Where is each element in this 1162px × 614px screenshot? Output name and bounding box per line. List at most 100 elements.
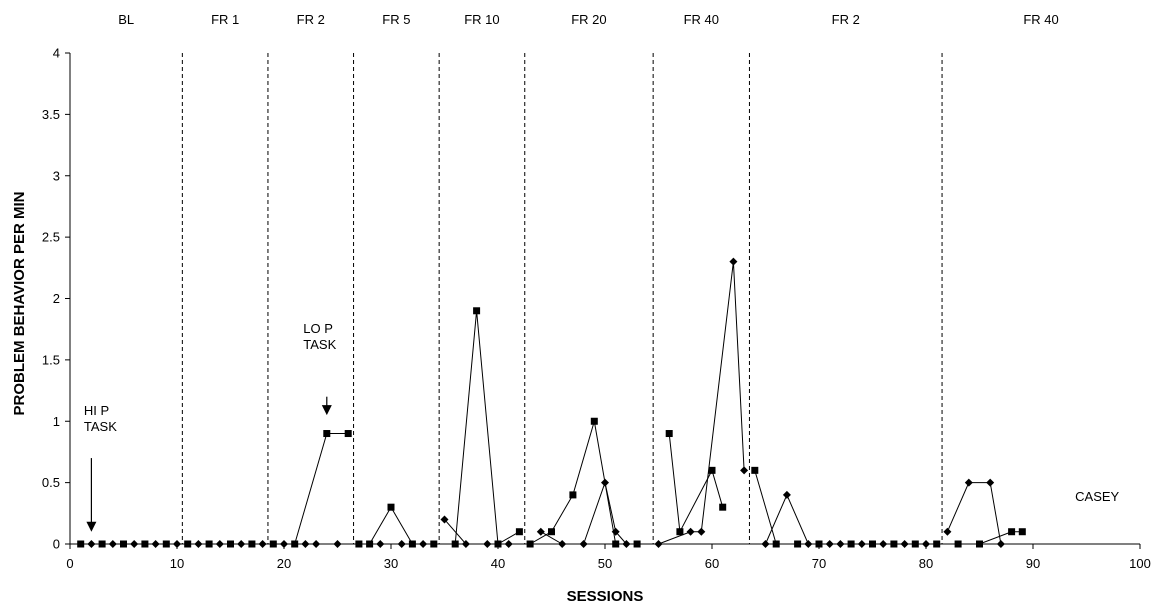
- x-tick-label: 80: [919, 556, 933, 571]
- square-data-point: [911, 540, 919, 548]
- diamond-data-point: [782, 490, 791, 499]
- x-tick-label: 30: [384, 556, 398, 571]
- phase-label: FR 40: [684, 12, 719, 27]
- phase-change-lines: [181, 53, 943, 544]
- diamond-data-point: [301, 540, 310, 548]
- square-data-point: [366, 540, 374, 548]
- phase-label: FR 1: [211, 12, 239, 27]
- diamond-data-point: [804, 540, 813, 548]
- y-tick-label: 1: [53, 414, 60, 429]
- diamond-series-line: [444, 519, 509, 545]
- diamond-data-point: [504, 540, 513, 548]
- diamond-data-point: [397, 540, 406, 548]
- square-data-point: [612, 540, 620, 548]
- square-data-point: [515, 528, 523, 536]
- phase-label: BL: [118, 12, 134, 27]
- diamond-data-point: [536, 527, 545, 536]
- y-tick-label: 3: [53, 168, 60, 183]
- square-series-line: [668, 433, 724, 534]
- square-data-point: [890, 540, 898, 548]
- y-axis-title: PROBLEM BEHAVIOR PER MIN: [11, 192, 28, 416]
- diamond-data-point: [87, 540, 96, 548]
- square-data-point: [1018, 528, 1026, 536]
- square-data-point: [473, 307, 481, 315]
- square-data-point: [954, 540, 962, 548]
- diamond-data-point: [622, 540, 631, 548]
- diamond-data-point: [922, 540, 930, 548]
- square-data-point: [772, 540, 780, 548]
- square-data-point: [976, 540, 983, 548]
- phase-label: FR 10: [464, 12, 499, 27]
- diamond-data-point: [108, 540, 117, 548]
- phase-label: FR 20: [571, 12, 606, 27]
- x-axis-ticks: 0 10 20 30 40 50 60 70 80 90 100: [66, 544, 1151, 571]
- square-data-point: [676, 528, 684, 536]
- square-data-point: [387, 503, 395, 511]
- square-data-point: [933, 540, 941, 548]
- phase-label: FR 2: [832, 12, 860, 27]
- diamond-data-point: [579, 540, 588, 548]
- y-tick-label: 4: [53, 46, 60, 61]
- y-tick-label: 2: [53, 291, 60, 306]
- x-axis-title: SESSIONS: [567, 588, 644, 605]
- square-data-point: [98, 540, 106, 548]
- square-data-point: [665, 430, 673, 438]
- y-axis-ticks: 0 0.5 1 1.5 2 2.5 3 3.5 4: [42, 46, 70, 552]
- diamond-data-point: [729, 257, 738, 266]
- annotation-arrow-head: [86, 521, 97, 532]
- y-tick-label: 0: [53, 537, 60, 552]
- square-series-line: [273, 433, 349, 545]
- y-tick-label: 3.5: [42, 107, 60, 122]
- phase-labels: BL FR 1 FR 2 FR 5 FR 10 FR 20 FR 40 FR 2 FR 40: [118, 12, 1059, 27]
- diamond-data-point: [173, 540, 181, 548]
- diamond-data-point: [740, 466, 749, 475]
- square-data-point: [494, 540, 502, 548]
- square-series-line: [958, 531, 1023, 545]
- x-tick-label: 20: [277, 556, 291, 571]
- series-lines: [80, 261, 1023, 545]
- square-data-point: [794, 540, 802, 548]
- diamond-data-point: [857, 540, 866, 548]
- diamond-data-point: [761, 540, 770, 548]
- diamond-data-point: [601, 478, 609, 487]
- annotation-label: TASK: [303, 337, 336, 352]
- diamond-data-point: [825, 540, 834, 548]
- diamond-data-point: [333, 540, 342, 548]
- square-data-point: [323, 430, 331, 438]
- diamond-data-point: [879, 540, 888, 548]
- diamond-data-point: [986, 478, 995, 487]
- diamond-data-point: [312, 540, 321, 548]
- square-data-point: [569, 491, 577, 499]
- diamond-data-point: [237, 540, 246, 548]
- square-data-point: [430, 540, 438, 548]
- diamond-series-line: [946, 482, 1002, 545]
- x-tick-label: 10: [170, 556, 184, 571]
- x-tick-label: 70: [812, 556, 826, 571]
- diamond-data-point: [130, 540, 139, 548]
- diamond-data-point: [900, 540, 909, 548]
- square-data-point: [451, 540, 459, 548]
- square-data-point: [227, 540, 234, 548]
- diamond-data-point: [419, 540, 428, 548]
- diamond-data-point: [686, 527, 695, 536]
- y-tick-label: 0.5: [42, 475, 60, 490]
- square-data-point: [355, 540, 363, 548]
- square-data-point: [269, 540, 277, 548]
- axes: [69, 53, 1140, 545]
- diamond-data-point: [611, 527, 620, 536]
- square-data-point: [526, 540, 534, 548]
- diamond-data-point: [964, 478, 973, 487]
- annotation-label: LO P: [303, 321, 333, 336]
- square-data-point: [344, 430, 352, 438]
- square-data-point: [120, 540, 127, 548]
- subject-label: CASEY: [1075, 489, 1119, 504]
- diamond-data-point: [996, 540, 1005, 548]
- square-data-point: [205, 540, 213, 548]
- square-data-point: [1008, 528, 1016, 536]
- diamond-data-point: [654, 540, 663, 548]
- diamond-data-point: [836, 540, 845, 548]
- diamond-data-point: [943, 527, 952, 536]
- diamond-data-point: [151, 540, 160, 548]
